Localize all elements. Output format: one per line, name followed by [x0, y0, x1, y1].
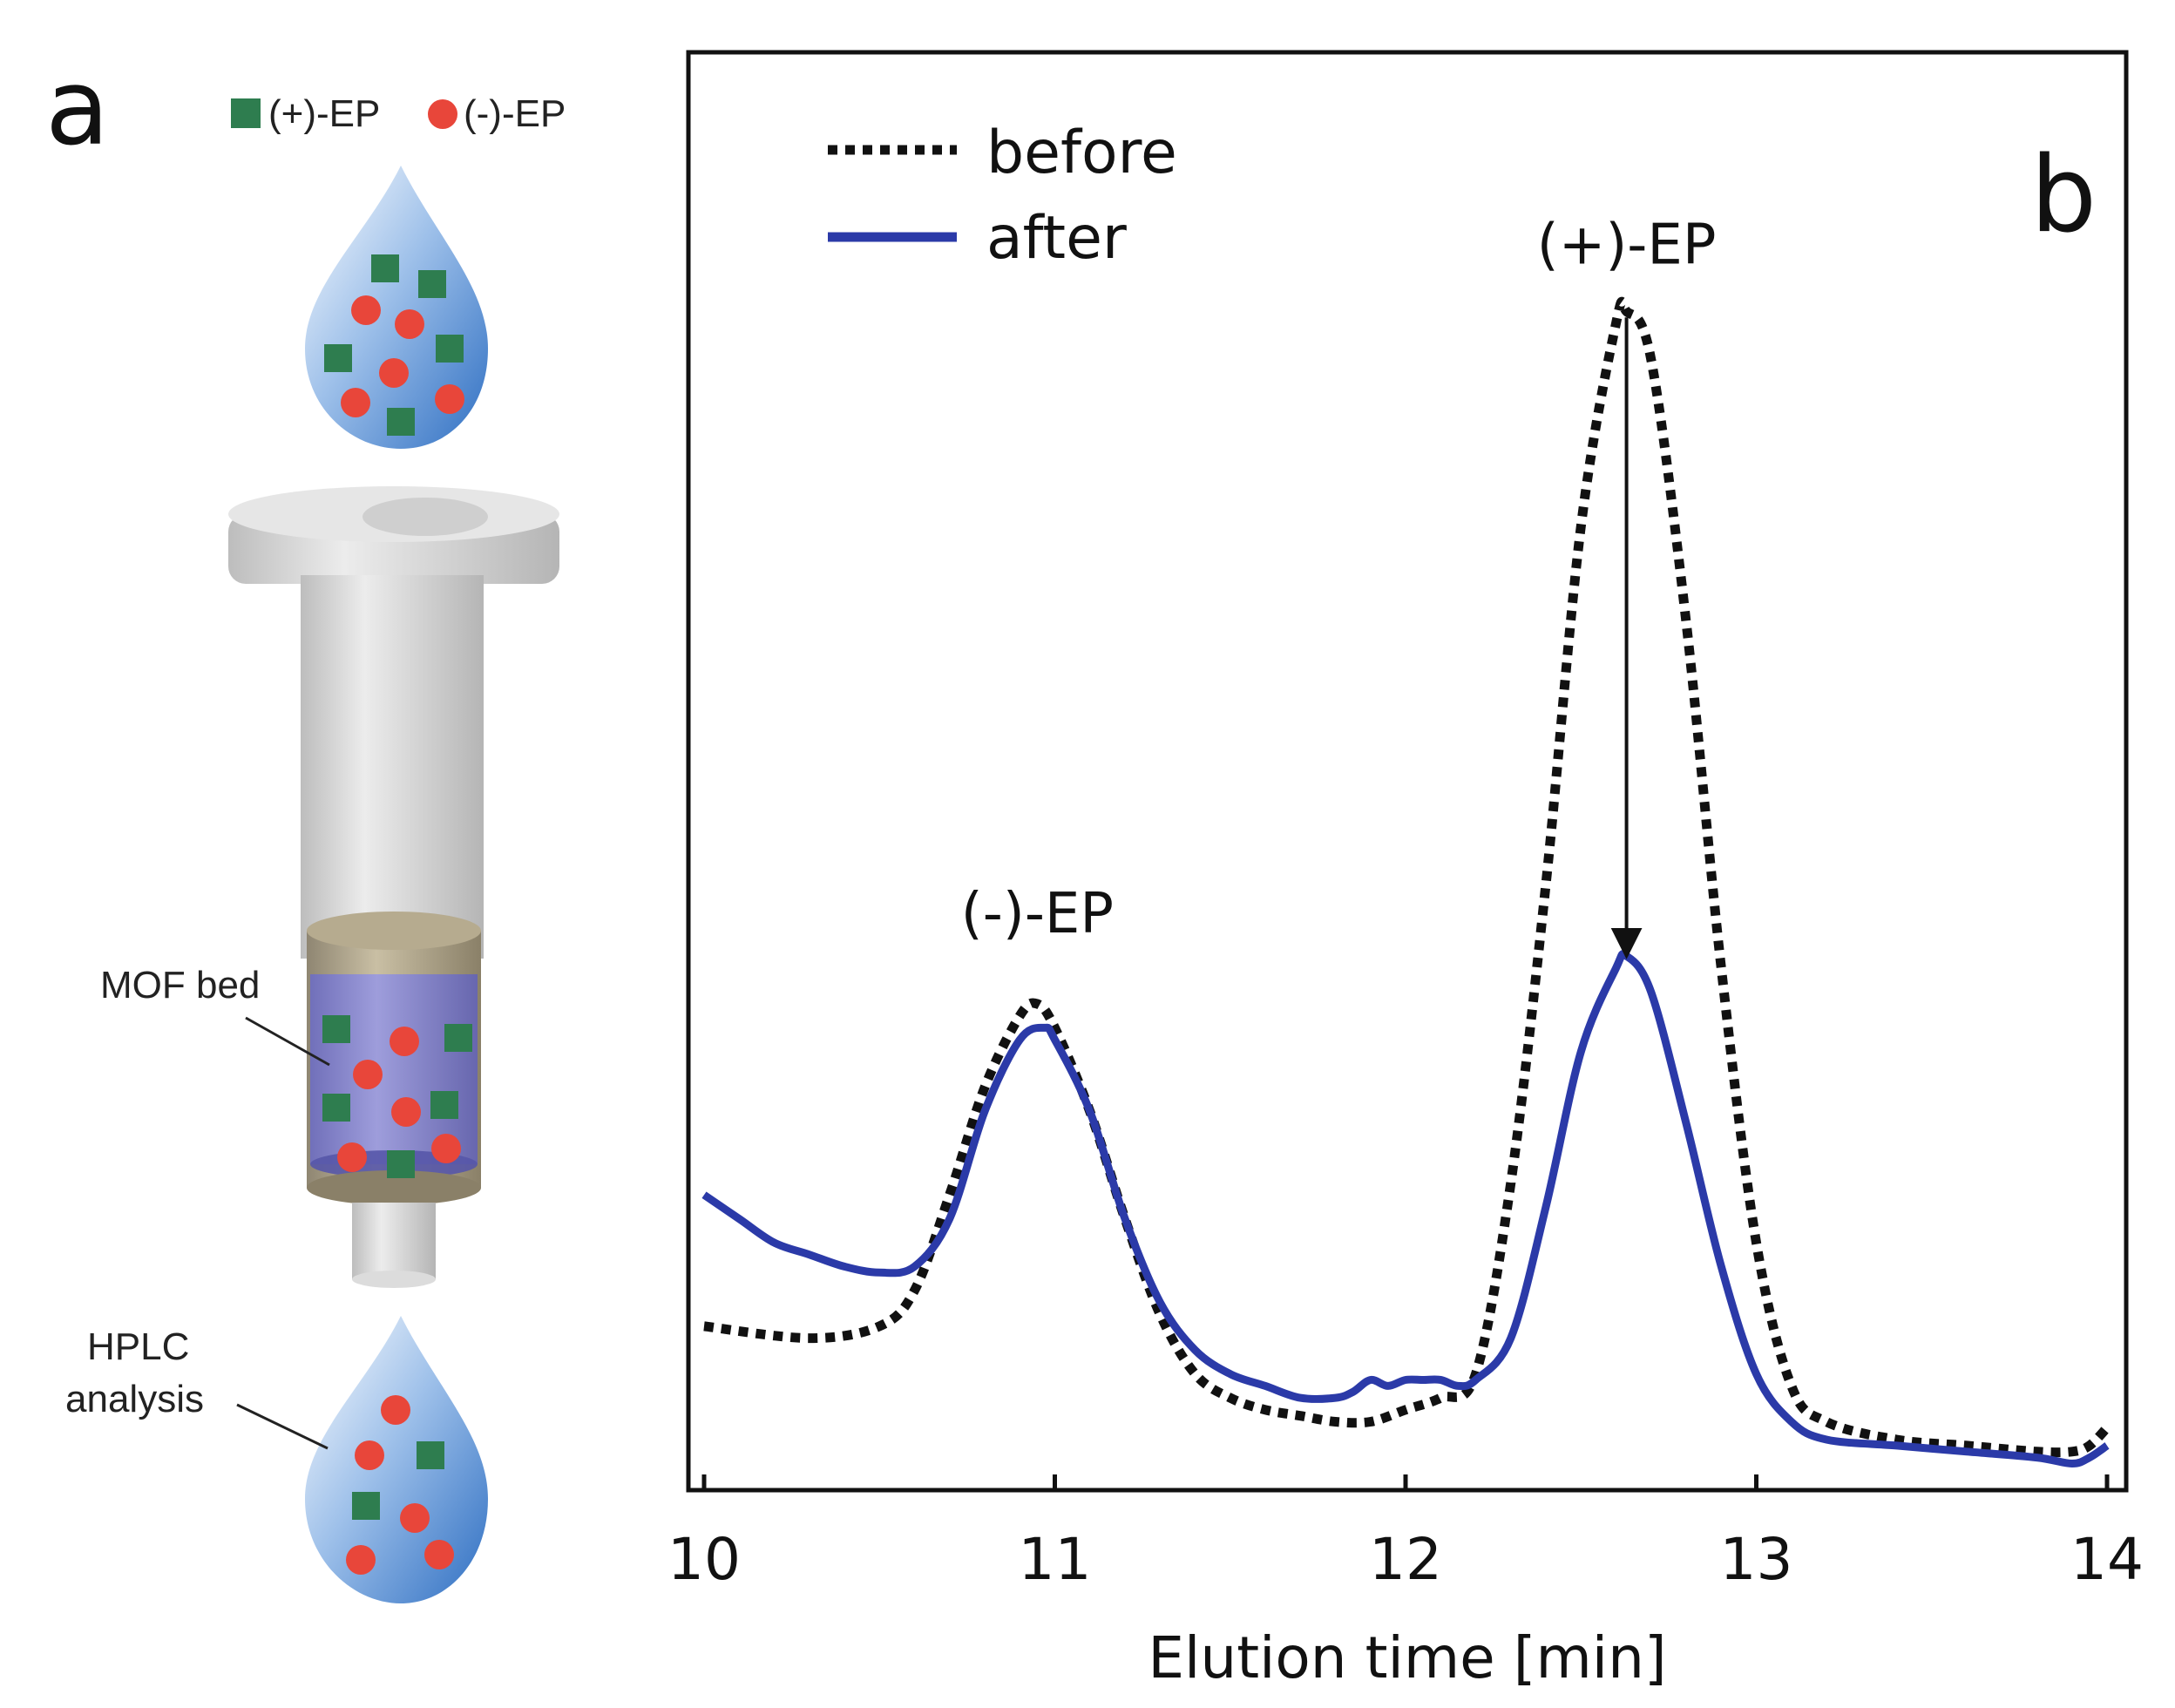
hplc-label-line1: HPLC: [87, 1325, 189, 1368]
plus-ep-molecule: [436, 335, 464, 363]
sample-droplet-top: [305, 166, 488, 449]
minus-ep-molecule: [424, 1540, 454, 1569]
sample-droplet-bottom: [305, 1316, 488, 1603]
hplc-pointer: [236, 1403, 329, 1450]
plus-ep-molecule: [324, 344, 352, 372]
minus-ep-molecule: [435, 384, 464, 414]
mof-bed: [307, 912, 481, 1205]
x-tick-label-11: 11: [1019, 1526, 1092, 1593]
panel-a-letter: a: [45, 48, 110, 169]
minus-ep-molecule: [353, 1060, 383, 1089]
minus-ep-molecule: [341, 388, 370, 417]
plus-ep-molecule: [322, 1015, 350, 1043]
mof-bed-label: MOF bed: [100, 964, 260, 1006]
plus-ep-legend-icon: [231, 98, 261, 128]
x-tick-label-10: 10: [667, 1526, 741, 1593]
minus-ep-molecule: [381, 1395, 410, 1425]
minus-ep-legend-label: (-)-EP: [464, 92, 566, 135]
minus-ep-molecule: [395, 309, 424, 339]
minus-ep-molecule: [390, 1027, 419, 1056]
plus-ep-molecule: [352, 1492, 380, 1520]
legend-before-label: before: [986, 119, 1177, 187]
plus-ep-peak-label: (+)-EP: [1537, 214, 1717, 278]
minus-ep-molecule: [391, 1097, 421, 1127]
plus-ep-molecule: [444, 1024, 472, 1052]
chromatography-column: [228, 486, 559, 1288]
minus-ep-molecule: [355, 1440, 384, 1470]
minus-ep-molecule: [337, 1142, 367, 1172]
x-axis-ticks: 10 11 12 13 14: [667, 1474, 2144, 1593]
x-tick-label-12: 12: [1369, 1526, 1442, 1593]
minus-ep-molecule: [431, 1134, 461, 1163]
plus-ep-molecule: [418, 270, 446, 298]
series-after-line: [701, 950, 2110, 1467]
panel-a: a (+)-EP (-)-EP: [45, 48, 566, 1603]
plus-ep-molecule: [387, 408, 415, 436]
plus-ep-molecule: [371, 254, 399, 282]
panel-b-letter: b: [2030, 135, 2097, 256]
chromatogram-chart: b before after (-)-EP (+)-EP 10 11 12 13 14 …: [667, 50, 2144, 1691]
plus-ep-molecule: [387, 1150, 415, 1178]
mof-bed-pointer: [245, 1016, 330, 1067]
series-before-line: [703, 296, 2111, 1458]
plus-ep-molecule: [430, 1091, 458, 1119]
minus-ep-molecule: [400, 1503, 430, 1533]
minus-ep-peak-label: (-)-EP: [961, 882, 1114, 946]
minus-ep-molecule: [351, 295, 381, 325]
plus-ep-molecule: [322, 1094, 350, 1122]
x-tick-label-13: 13: [1720, 1526, 1793, 1593]
hplc-label-line2: analysis: [65, 1378, 204, 1420]
x-tick-label-14: 14: [2070, 1526, 2144, 1593]
minus-ep-legend-icon: [428, 99, 457, 129]
minus-ep-molecule: [346, 1545, 376, 1575]
x-axis-label: Elution time [min]: [1148, 1624, 1666, 1691]
plus-ep-legend-label: (+)-EP: [268, 92, 380, 135]
legend-after-label: after: [986, 204, 1127, 273]
plus-ep-molecule: [417, 1441, 444, 1469]
minus-ep-molecule: [379, 358, 409, 388]
